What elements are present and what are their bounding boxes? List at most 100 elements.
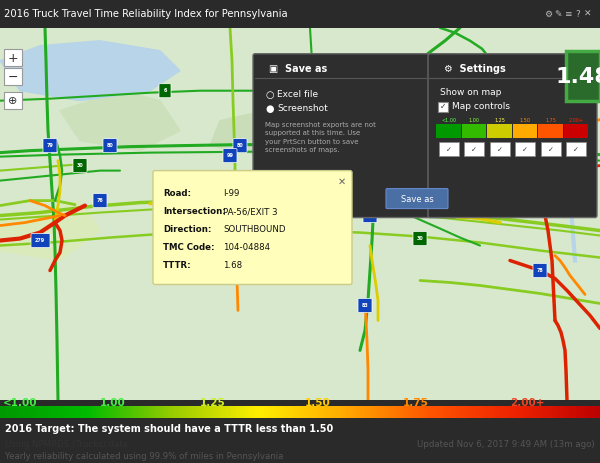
Bar: [309, 406, 313, 418]
Bar: [162, 406, 166, 418]
Text: 6: 6: [163, 88, 167, 93]
Text: Road:: Road:: [163, 189, 191, 198]
Polygon shape: [210, 101, 360, 161]
Bar: [255, 406, 259, 418]
Bar: [495, 406, 499, 418]
Bar: [138, 406, 142, 418]
Bar: [210, 406, 214, 418]
Bar: [303, 406, 307, 418]
Bar: [549, 406, 553, 418]
Bar: [402, 406, 406, 418]
Text: ●: ●: [265, 103, 274, 113]
Bar: [129, 406, 133, 418]
Bar: [453, 406, 457, 418]
Text: Save as: Save as: [401, 194, 433, 204]
Bar: [384, 406, 388, 418]
Bar: [471, 406, 475, 418]
Text: −: −: [8, 70, 18, 83]
Text: 1.50: 1.50: [305, 398, 331, 407]
Text: ✓: ✓: [548, 146, 554, 152]
Bar: [108, 406, 112, 418]
Bar: [27, 406, 31, 418]
Bar: [351, 406, 355, 418]
Bar: [414, 406, 418, 418]
Text: Direction:: Direction:: [163, 225, 211, 233]
Bar: [240, 406, 244, 418]
Bar: [189, 406, 193, 418]
Text: ✓: ✓: [440, 102, 446, 111]
Bar: [315, 406, 319, 418]
Bar: [261, 406, 265, 418]
Bar: [3, 406, 7, 418]
Text: 1.75: 1.75: [403, 398, 429, 407]
Text: 15: 15: [311, 93, 319, 98]
Bar: [519, 406, 523, 418]
Text: ⊕: ⊕: [8, 96, 17, 106]
Bar: [576, 406, 580, 418]
Text: 1.50: 1.50: [520, 118, 530, 122]
Text: Updated Nov 6, 2017 9:49 AM (13m ago): Updated Nov 6, 2017 9:49 AM (13m ago): [418, 439, 595, 448]
Text: 279: 279: [35, 238, 45, 243]
Text: I-99: I-99: [223, 189, 239, 198]
Bar: [336, 406, 340, 418]
Text: 1.48: 1.48: [556, 67, 600, 87]
Bar: [387, 406, 391, 418]
Bar: [501, 406, 505, 418]
Text: 76: 76: [97, 198, 103, 203]
FancyBboxPatch shape: [358, 299, 372, 313]
Text: +: +: [8, 51, 19, 65]
Text: PA-56/EXIT 3: PA-56/EXIT 3: [223, 206, 278, 216]
FancyBboxPatch shape: [159, 85, 171, 99]
Bar: [486, 406, 490, 418]
Bar: [333, 406, 337, 418]
Text: Intersection:: Intersection:: [163, 206, 226, 216]
Bar: [99, 406, 103, 418]
Bar: [150, 406, 154, 418]
Bar: [339, 406, 343, 418]
Bar: [87, 406, 91, 418]
Text: 83: 83: [362, 302, 368, 307]
Bar: [276, 406, 280, 418]
FancyBboxPatch shape: [428, 55, 597, 218]
Bar: [564, 406, 568, 418]
Bar: [540, 406, 544, 418]
Bar: [165, 406, 169, 418]
Bar: [198, 406, 202, 418]
Bar: [468, 406, 472, 418]
Bar: [528, 406, 532, 418]
FancyBboxPatch shape: [490, 142, 510, 156]
FancyBboxPatch shape: [363, 209, 377, 223]
Bar: [207, 406, 211, 418]
Bar: [570, 406, 574, 418]
Bar: [57, 406, 61, 418]
Bar: [426, 406, 430, 418]
Text: Using NPMRDS (Trucks) data: Using NPMRDS (Trucks) data: [5, 439, 128, 448]
Bar: [258, 406, 262, 418]
Bar: [234, 406, 238, 418]
Bar: [81, 406, 85, 418]
FancyBboxPatch shape: [253, 55, 457, 218]
Bar: [487, 125, 511, 138]
Bar: [297, 406, 301, 418]
Bar: [555, 406, 559, 418]
Bar: [186, 406, 190, 418]
Bar: [171, 406, 175, 418]
FancyBboxPatch shape: [443, 204, 457, 218]
Bar: [21, 406, 25, 418]
Bar: [390, 406, 394, 418]
FancyBboxPatch shape: [43, 139, 57, 153]
Bar: [447, 406, 451, 418]
Bar: [12, 406, 16, 418]
FancyBboxPatch shape: [4, 69, 22, 86]
Bar: [102, 406, 106, 418]
FancyBboxPatch shape: [308, 89, 322, 103]
Bar: [36, 406, 40, 418]
Bar: [126, 406, 130, 418]
Text: Map controls: Map controls: [452, 102, 510, 111]
Bar: [465, 406, 469, 418]
Text: 2.00+: 2.00+: [510, 398, 545, 407]
Bar: [144, 406, 148, 418]
Bar: [222, 406, 226, 418]
Text: 1.00: 1.00: [100, 398, 126, 407]
Bar: [450, 406, 454, 418]
